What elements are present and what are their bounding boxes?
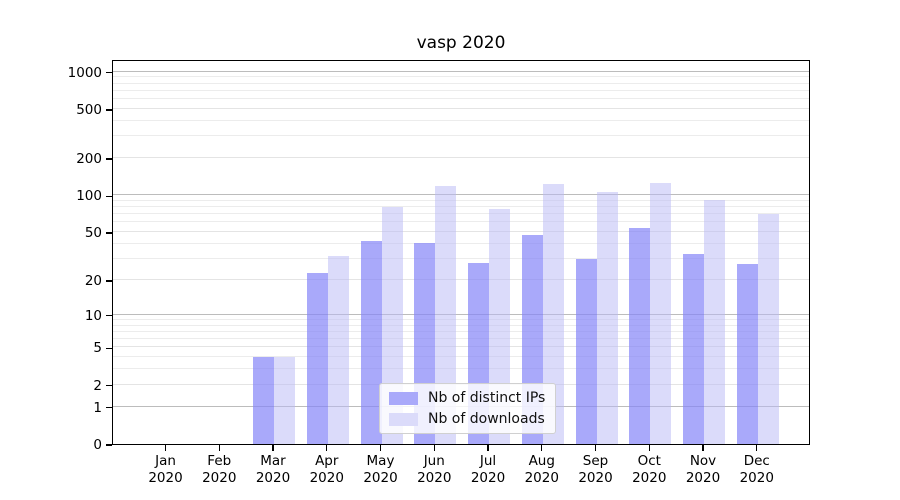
gridline-500 — [113, 107, 809, 109]
y-tick-label-50: 50 — [84, 225, 102, 242]
bar-apr-downloads — [327, 255, 349, 444]
gridline-700 — [113, 89, 809, 91]
gridline-200 — [113, 157, 809, 159]
gridline-800 — [113, 82, 809, 84]
x-tick-mark-oct — [648, 445, 650, 451]
x-tick-label-aug: Aug 2020 — [524, 453, 559, 486]
gridline-60 — [113, 221, 809, 223]
x-tick-mark-jun — [433, 445, 435, 451]
y-tick-mark-20 — [106, 280, 112, 282]
legend-item-0: Nb of distinct IPs — [389, 390, 545, 406]
gridline-300 — [113, 135, 809, 137]
legend-swatch-0 — [389, 391, 418, 405]
y-tick-label-1: 1 — [93, 399, 102, 416]
bar-mar-downloads — [274, 357, 295, 444]
bar-aug-downloads — [542, 183, 564, 444]
x-tick-label-feb: Feb 2020 — [202, 453, 237, 486]
x-tick-mark-mar — [272, 445, 274, 451]
bar-may-ips — [360, 241, 382, 444]
legend-label-0: Nb of distinct IPs — [428, 390, 546, 406]
x-tick-mark-jul — [487, 445, 489, 451]
y-tick-mark-1000 — [106, 71, 112, 74]
gridline-70 — [113, 213, 809, 215]
y-tick-label-500: 500 — [76, 101, 102, 118]
bar-mar-ips — [253, 357, 274, 444]
y-tick-mark-5 — [106, 347, 112, 350]
x-tick-label-jul: Jul 2020 — [470, 453, 506, 486]
y-tick-mark-1 — [106, 406, 112, 409]
x-tick-label-mar: Mar 2020 — [255, 453, 291, 486]
plot-area: Nb of distinct IPs Nb of downloads — [112, 60, 810, 445]
x-tick-mark-feb — [218, 445, 220, 451]
x-tick-mark-aug — [541, 445, 543, 451]
bar-oct-downloads — [650, 182, 672, 444]
y-tick-label-1000: 1000 — [67, 64, 102, 81]
bar-nov-ips — [683, 253, 704, 444]
y-tick-mark-2 — [106, 385, 112, 387]
gridline-3 — [113, 368, 809, 370]
gridline-90 — [113, 199, 809, 201]
x-tick-label-dec: Dec 2020 — [739, 453, 774, 486]
gridline-50 — [113, 231, 809, 233]
x-tick-label-apr: Apr 2020 — [309, 453, 344, 486]
gridline-7 — [113, 330, 809, 332]
y-tick-label-100: 100 — [76, 188, 102, 205]
x-tick-mark-dec — [756, 445, 758, 451]
x-tick-label-may: May 2020 — [363, 453, 398, 486]
gridline-400 — [113, 119, 809, 121]
bar-nov-downloads — [704, 199, 725, 444]
y-tick-mark-200 — [106, 158, 112, 160]
gridline-5 — [113, 346, 809, 348]
gridline-100 — [113, 194, 809, 196]
legend-item-1: Nb of downloads — [389, 411, 545, 427]
y-tick-mark-500 — [106, 109, 112, 111]
gridline-30 — [113, 257, 809, 259]
bar-jun-downloads — [435, 185, 457, 444]
y-tick-mark-0 — [106, 444, 112, 446]
y-tick-label-200: 200 — [76, 151, 102, 168]
bar-dec-downloads — [757, 214, 779, 444]
x-tick-mark-nov — [702, 445, 704, 451]
gridline-20 — [113, 278, 809, 280]
gridline-4 — [113, 356, 809, 358]
x-tick-label-oct: Oct 2020 — [632, 453, 667, 486]
y-tick-mark-50 — [106, 232, 112, 234]
y-tick-mark-10 — [106, 315, 112, 317]
y-tick-label-2: 2 — [93, 377, 102, 394]
y-tick-label-5: 5 — [93, 340, 102, 357]
x-tick-label-jan: Jan 2020 — [148, 453, 183, 486]
legend-label-1: Nb of downloads — [428, 411, 545, 427]
bar-oct-ips — [629, 228, 651, 444]
gridline-900 — [113, 76, 809, 78]
gridline-40 — [113, 242, 809, 244]
legend: Nb of distinct IPs Nb of downloads — [379, 383, 557, 434]
x-tick-label-jun: Jun 2020 — [417, 453, 452, 486]
bar-dec-ips — [736, 264, 758, 444]
gridline-10 — [113, 313, 809, 315]
gridline-600 — [113, 98, 809, 100]
x-tick-mark-may — [379, 445, 382, 451]
chart-title: vasp 2020 — [416, 33, 506, 53]
x-tick-label-nov: Nov 2020 — [685, 453, 721, 486]
x-tick-mark-apr — [326, 445, 328, 451]
gridline-9 — [113, 318, 809, 320]
legend-swatch-1 — [389, 412, 418, 426]
y-tick-mark-100 — [106, 195, 112, 197]
gridline-80 — [113, 206, 809, 208]
bar-sep-downloads — [596, 191, 618, 444]
y-tick-label-10: 10 — [84, 307, 102, 324]
x-tick-mark-jan — [164, 445, 167, 451]
bar-apr-ips — [306, 272, 328, 444]
gridline-1000 — [113, 70, 809, 72]
x-tick-label-sep: Sep 2020 — [578, 453, 613, 486]
gridline-6 — [113, 338, 809, 340]
bar-sep-ips — [575, 258, 597, 444]
y-tick-label-20: 20 — [84, 272, 102, 289]
x-tick-mark-sep — [594, 445, 597, 451]
y-tick-label-0: 0 — [93, 437, 102, 453]
gridline-8 — [113, 324, 809, 326]
